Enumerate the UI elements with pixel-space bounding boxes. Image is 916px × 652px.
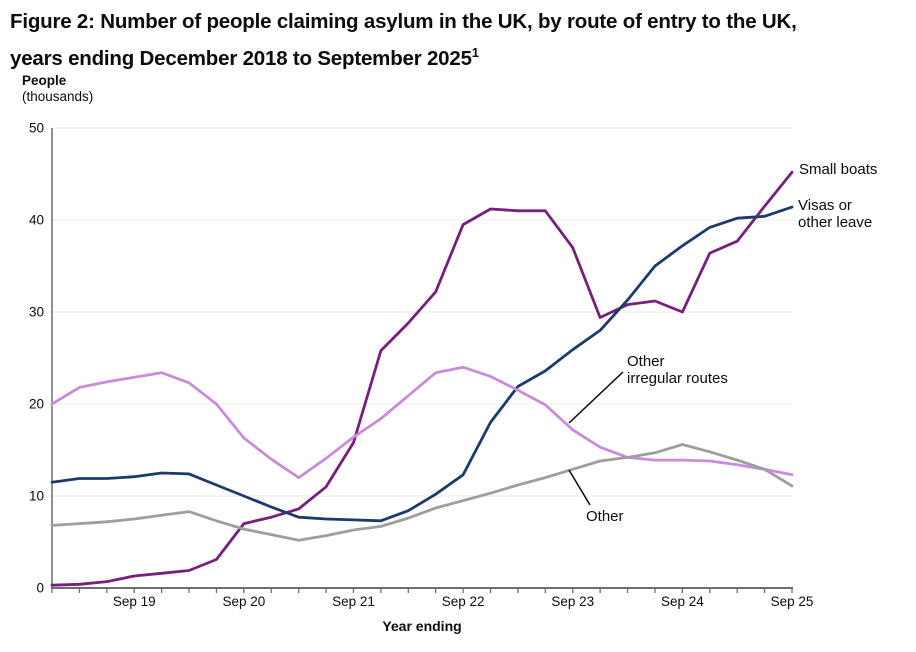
x-tick-label-sep-23: Sep 23 <box>551 594 594 609</box>
series-label-other: Other <box>586 508 624 525</box>
figure-title-line1: Figure 2: Number of people claiming asyl… <box>10 10 797 33</box>
leader-line-other <box>568 469 591 506</box>
footnote-marker: 1 <box>471 45 479 60</box>
y-tick-label-20: 20 <box>29 397 44 412</box>
y-axis-title-line1: People <box>22 73 67 88</box>
line-other-irregular-routes <box>50 365 794 480</box>
y-tick-label-50: 50 <box>29 121 44 136</box>
y-tick-label-30: 30 <box>29 305 44 320</box>
figure-title: Figure 2: Number of people claiming asyl… <box>10 6 906 74</box>
x-tick-label-sep-21: Sep 21 <box>332 594 375 609</box>
line-visas-or-other-leave <box>50 205 794 523</box>
x-tick-label-sep-22: Sep 22 <box>442 594 485 609</box>
y-axis-title-line2: (thousands) <box>22 89 94 104</box>
y-axis-title: People (thousands) <box>22 73 93 105</box>
y-tick-label-40: 40 <box>29 213 44 228</box>
x-tick-label-sep-25: Sep 25 <box>771 594 814 609</box>
y-tick-label-10: 10 <box>29 489 44 504</box>
line-other <box>50 443 794 542</box>
leader-line-other-irregular-routes <box>568 371 624 424</box>
x-axis-title: Year ending <box>382 618 462 634</box>
series-label-other-irregular-routes: Other irregular routes <box>627 353 728 387</box>
figure-title-line2: years ending December 2018 to September … <box>10 46 472 70</box>
x-tick-label-sep-19: Sep 19 <box>113 594 156 609</box>
series-label-visas-other-leave: Visas or other leave <box>798 197 873 231</box>
x-tick-label-sep-20: Sep 20 <box>222 594 265 609</box>
x-tick-label-sep-24: Sep 24 <box>661 594 704 609</box>
series-label-small-boats: Small boats <box>799 161 878 178</box>
y-tick-label-0: 0 <box>36 581 44 596</box>
line-small-boats <box>50 170 794 587</box>
